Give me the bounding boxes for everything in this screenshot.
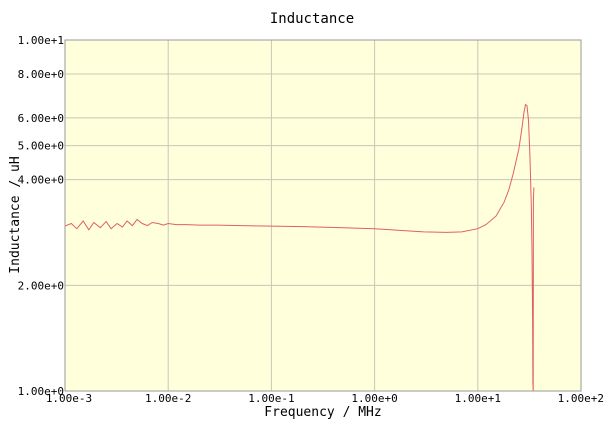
- y-tick-label: 6.00e+0: [18, 112, 64, 125]
- x-tick-label: 1.00e+1: [455, 392, 501, 405]
- plot-area: [65, 40, 581, 391]
- y-tick-label: 5.00e+0: [18, 140, 64, 153]
- chart-title: Inductance: [270, 11, 354, 27]
- y-axis-ticks: 1.00e+0 2.00e+0 4.00e+0 5.00e+0 6.00e+0 8.00e…: [18, 34, 64, 398]
- y-tick-label: 1.00e+0: [18, 385, 64, 398]
- x-axis-ticks: 1.00e-3 1.00e-2 1.00e-1 1.00e+0 1.00e+1 1.00e…: [46, 392, 604, 405]
- x-tick-label: 1.00e+0: [351, 392, 397, 405]
- x-tick-label: 1.00e-3: [46, 392, 92, 405]
- y-tick-label: 2.00e+0: [18, 279, 64, 292]
- y-tick-label: 1.00e+1: [18, 34, 64, 47]
- x-tick-label: 1.00e-1: [248, 392, 294, 405]
- y-tick-label: 4.00e+0: [18, 174, 64, 187]
- x-tick-label: 1.00e+2: [558, 392, 604, 405]
- plot-frame: [64, 39, 582, 392]
- x-axis-label: Frequency / MHz: [264, 405, 381, 420]
- y-tick-label: 8.00e+0: [18, 68, 64, 81]
- y-axis-label: Inductance / uH: [8, 156, 23, 273]
- x-tick-label: 1.00e-2: [145, 392, 191, 405]
- inductance-series-line: [64, 103, 535, 392]
